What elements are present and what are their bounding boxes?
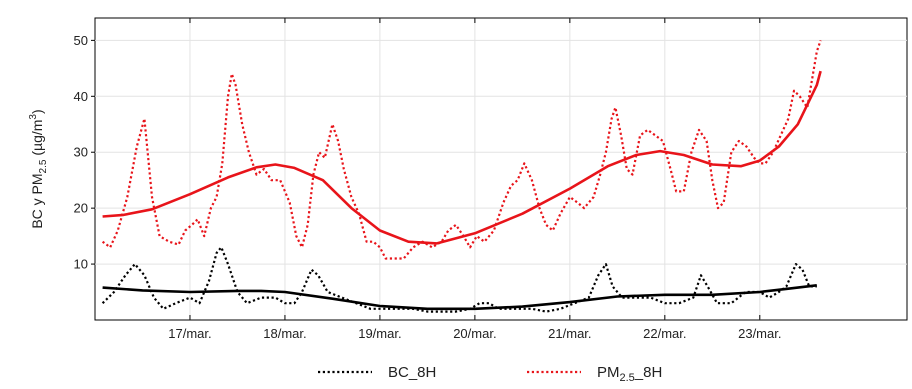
- y-axis-title-part: (µg/m: [29, 120, 45, 160]
- y-axis-title-part: BC y PM: [29, 173, 45, 228]
- grid: [95, 18, 907, 320]
- x-tick-label: 20/mar.: [453, 326, 496, 341]
- series-line-0: [101, 246, 817, 313]
- y-axis-title-part: 2.5: [38, 159, 49, 173]
- y-tick-label: 10: [74, 257, 88, 272]
- y-axis-title: BC y PM2.5 (µg/m3): [28, 109, 49, 228]
- plot-frame: [94, 17, 908, 321]
- series-line-3: [102, 70, 822, 245]
- x-tick-label: 21/mar.: [548, 326, 591, 341]
- x-tick-label: 17/mar.: [168, 326, 211, 341]
- legend-label-part: BC_8H: [388, 364, 436, 381]
- y-axis-title-part: ): [29, 109, 45, 114]
- y-axis-title-part: 3: [28, 114, 39, 120]
- y-tick-label: 40: [74, 89, 88, 104]
- legend-label-part: 2.5: [620, 372, 635, 384]
- y-tick-label: 30: [74, 145, 88, 160]
- series-line-2: [101, 40, 822, 260]
- y-tick-label: 20: [74, 201, 88, 216]
- x-tick-label: 22/mar.: [643, 326, 686, 341]
- legend-label-part: PM: [597, 364, 620, 381]
- legend-label: BC_8H: [388, 364, 436, 381]
- x-tick-label: 18/mar.: [263, 326, 306, 341]
- x-tick-label: 19/mar.: [358, 326, 401, 341]
- series-line-1: [102, 284, 817, 311]
- x-tick-label: 23/mar.: [738, 326, 781, 341]
- legend-label: PM2.5_8H: [597, 364, 662, 384]
- y-tick-label: 50: [74, 33, 88, 48]
- y-axis-title-text: BC y PM2.5 (µg/m3): [28, 109, 49, 228]
- legend-label-part: _8H: [634, 364, 663, 381]
- x-axis: 17/mar. 18/mar. 19/mar. 20/mar. 21/mar. 22/ma…: [168, 18, 781, 341]
- series-layer: [101, 40, 822, 313]
- legend: BC_8H PM2.5_8H: [318, 364, 662, 384]
- y-axis: 10 20 30 40 50: [74, 33, 95, 272]
